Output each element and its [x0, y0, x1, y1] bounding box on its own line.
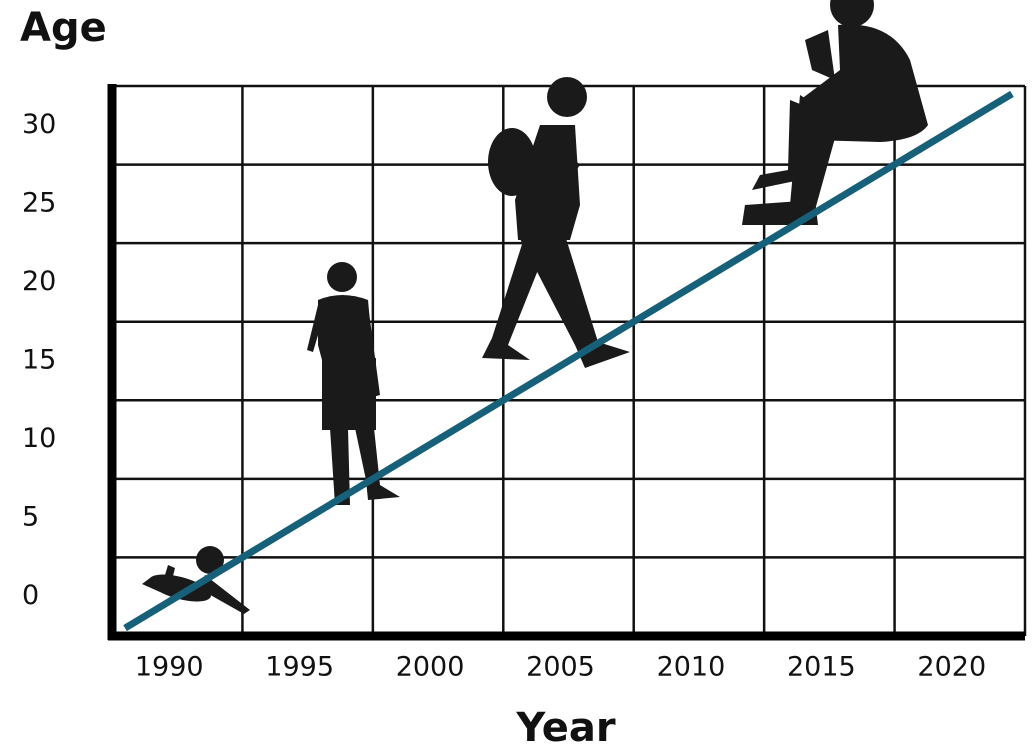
- x-tick-label: 2020: [917, 652, 986, 683]
- y-tick-label: 25: [22, 187, 56, 218]
- y-tick-label: 30: [22, 109, 56, 140]
- y-tick-label: 10: [22, 423, 56, 454]
- x-axis-title: Year: [515, 705, 615, 751]
- x-tick-label: 2010: [657, 652, 726, 683]
- y-tick-label: 5: [22, 502, 39, 533]
- teen-silhouette: [482, 77, 630, 368]
- baby-silhouette: [142, 546, 250, 614]
- y-axis-title: Age: [20, 5, 107, 51]
- man-silhouette: [742, 0, 928, 225]
- x-tick-label: 2005: [526, 652, 595, 683]
- data-line: [123, 90, 1014, 632]
- x-tick-label: 2000: [396, 652, 465, 683]
- plot: 0 5 10 15 20 25 30 1990 1995 2000 2005 2010 2015 2020: [22, 90, 1014, 683]
- boy-silhouette: [307, 262, 400, 505]
- y-tick-label: 20: [22, 266, 56, 297]
- y-tick-label: 15: [22, 345, 56, 376]
- y-tick-label: 0: [22, 580, 39, 611]
- x-tick-label: 1995: [265, 652, 334, 683]
- silhouettes: [142, 0, 928, 614]
- x-tick-label: 2015: [787, 652, 856, 683]
- x-tick-label: 1990: [135, 652, 204, 683]
